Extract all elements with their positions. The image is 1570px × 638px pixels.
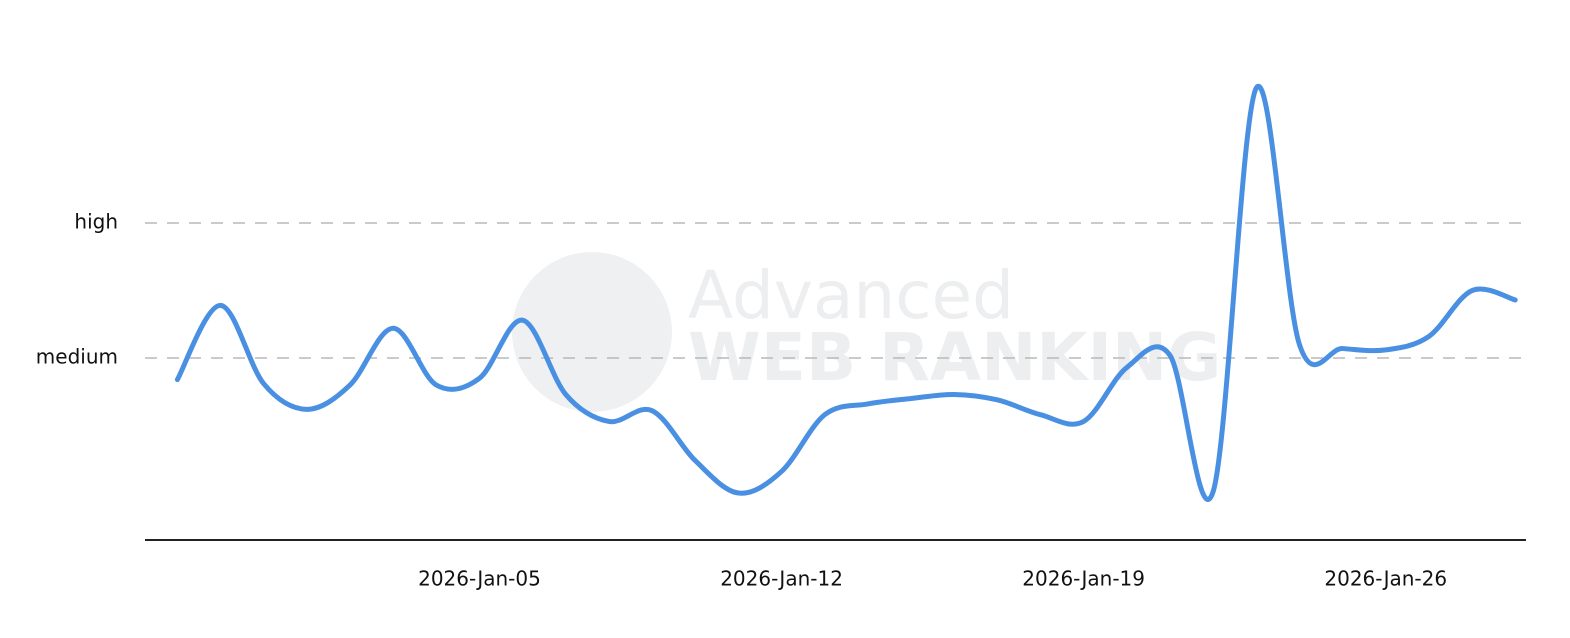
x-tick-label: 2026-Jan-26	[1324, 567, 1447, 591]
x-tick-label: 2026-Jan-19	[1022, 567, 1145, 591]
watermark-text: Advanced	[688, 257, 1014, 334]
watermark: Advanced WEB RANKING	[512, 252, 1221, 412]
watermark-text: WEB RANKING	[688, 319, 1221, 396]
y-tick-label: medium	[36, 345, 118, 369]
x-tick-label: 2026-Jan-12	[720, 567, 843, 591]
line	[174, 83, 1518, 502]
x-tick-label: 2026-Jan-05	[418, 567, 541, 591]
y-tick-label: high	[74, 210, 118, 234]
